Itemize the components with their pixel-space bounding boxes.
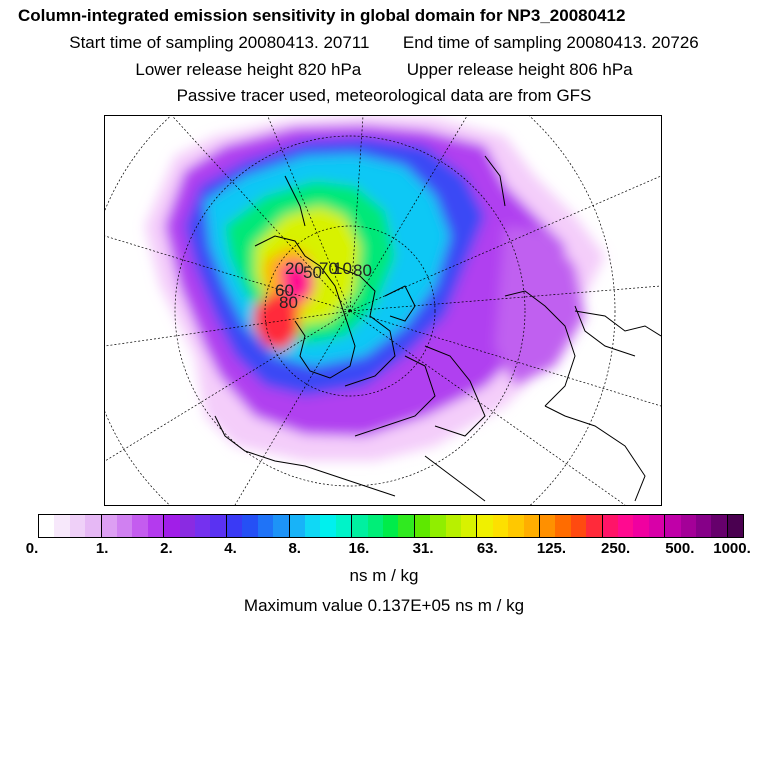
- field-layer-purple-east: [495, 226, 585, 386]
- release-labels: 20 50 70 10 80 60 80: [275, 259, 372, 312]
- sensitivity-field: [145, 116, 605, 461]
- colorbar-swatch: [711, 515, 727, 537]
- colorbar-swatch: [288, 515, 305, 537]
- colorbar-swatch: [523, 515, 539, 537]
- colorbar-swatch: [492, 515, 509, 537]
- colorbar-swatch: [586, 515, 602, 537]
- colorbar-swatch: [147, 515, 164, 537]
- colorbar-swatch: [69, 515, 86, 537]
- release-label: 10: [333, 259, 352, 278]
- sampling-times: Start time of sampling 20080413. 20711 E…: [0, 33, 768, 53]
- colorbar-swatch: [476, 515, 493, 537]
- colorbar-swatch: [367, 515, 383, 537]
- field-layer-red: [253, 291, 300, 351]
- colorbar-swatch: [132, 515, 148, 537]
- colorbar-swatch: [304, 515, 321, 537]
- colorbar-tick-label: 8.: [288, 540, 301, 557]
- plot-title: Column-integrated emission sensitivity i…: [18, 6, 626, 25]
- colorbar-swatch: [726, 515, 744, 537]
- colorbar-swatch: [242, 515, 258, 537]
- colorbar-swatch: [413, 515, 431, 537]
- maximum-value: Maximum value 0.137E+05 ns m / kg: [243, 596, 525, 615]
- colorbar-swatch: [85, 515, 101, 537]
- tracer-note: Passive tracer used, meteorological data…: [176, 86, 592, 105]
- release-heights: Lower release height 820 hPa Upper relea…: [0, 60, 768, 80]
- colorbar-swatch: [225, 515, 243, 537]
- release-label: 50: [303, 263, 322, 282]
- release-label: 60: [275, 281, 294, 300]
- colorbar-tick-label: 16.: [348, 540, 370, 557]
- colorbar-swatch: [618, 515, 634, 537]
- release-label: 20: [285, 259, 304, 278]
- colorbar-tick-label: 250.: [601, 540, 631, 557]
- colorbar-swatch: [320, 515, 336, 537]
- colorbar-tick-label: 2.: [160, 540, 173, 557]
- field-layer-magenta: [280, 261, 315, 304]
- colorbar-swatch: [570, 515, 587, 537]
- colorbar-swatch: [633, 515, 649, 537]
- colorbar-swatch: [54, 515, 70, 537]
- colorbar-swatch: [508, 515, 524, 537]
- colorbar-swatch: [445, 515, 461, 537]
- colorbar-swatch: [664, 515, 681, 537]
- start-time: Start time of sampling 20080413. 20711: [69, 33, 370, 52]
- end-time: End time of sampling 20080413. 20726: [402, 33, 699, 52]
- colorbar-swatch: [351, 515, 368, 537]
- colorbar-tick-label: 0.: [25, 540, 39, 557]
- colorbar-swatch: [257, 515, 274, 537]
- release-label: 80: [279, 293, 298, 312]
- colorbar-tick-label: 1.: [95, 540, 109, 557]
- colorbar-swatch: [382, 515, 399, 537]
- colorbar-tick-label: 125.: [536, 540, 567, 557]
- colorbar-swatch: [696, 515, 712, 537]
- colorbar-swatch: [195, 515, 211, 537]
- colorbar-units: ns m / kg: [349, 566, 419, 585]
- colorbar-swatch: [555, 515, 571, 537]
- release-label: 80: [353, 261, 372, 280]
- colorbar-swatch: [117, 515, 133, 537]
- colorbar-swatch: [39, 515, 55, 537]
- colorbar-swatch: [539, 515, 556, 537]
- colorbar-ticks: 0. 1. 2. 4. 8. 16. 31. 63. 125. 250. 500. 1000.: [0, 540, 768, 560]
- colorbar-swatch: [210, 515, 226, 537]
- colorbar-swatch: [460, 515, 477, 537]
- colorbar-tick-label: 4.: [224, 540, 237, 557]
- colorbar-tick-label: 1000.: [713, 540, 751, 557]
- colorbar-swatch: [680, 515, 697, 537]
- colorbar-swatch: [398, 515, 414, 537]
- release-label: 70: [319, 259, 338, 278]
- colorbar-tick-label: 500.: [665, 540, 695, 557]
- lower-release-height: Lower release height 820 hPa: [135, 60, 362, 79]
- coastlines: [214, 155, 661, 502]
- colorbar-tick-label: 31.: [412, 540, 434, 557]
- colorbar-swatch: [179, 515, 196, 537]
- colorbar-tick-label: 63.: [476, 540, 498, 557]
- colorbar-swatch: [100, 515, 118, 537]
- colorbar-swatch: [163, 515, 180, 537]
- colorbar-swatch: [335, 515, 352, 537]
- colorbar-swatch: [601, 515, 619, 537]
- colorbar-swatch: [430, 515, 446, 537]
- colorbar-swatch: [273, 515, 289, 537]
- colorbar-swatch: [648, 515, 665, 537]
- upper-release-height: Upper release height 806 hPa: [406, 60, 633, 79]
- graticule: [105, 116, 661, 505]
- sensitivity-map: 20 50 70 10 80 60 80: [104, 115, 662, 506]
- colorbar: [38, 514, 744, 538]
